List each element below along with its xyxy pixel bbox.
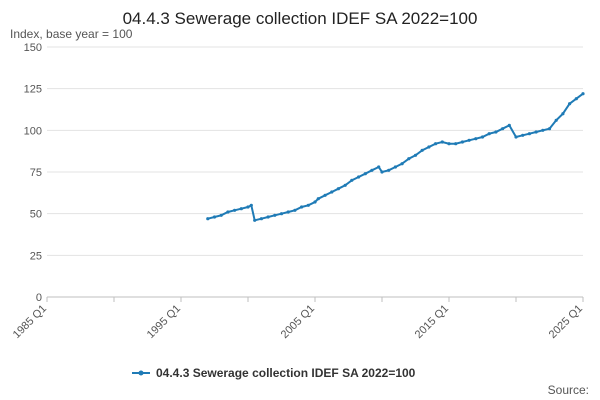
data-point[interactable] [581, 92, 585, 96]
data-point[interactable] [249, 203, 253, 207]
data-point[interactable] [527, 132, 532, 136]
data-point[interactable] [534, 130, 538, 134]
x-tick-label: 2005 Q1 [279, 303, 317, 341]
data-point[interactable] [350, 178, 354, 182]
y-tick-label: 50 [30, 209, 42, 221]
y-axis-label: Index, base year = 100 [10, 27, 133, 41]
data-point[interactable] [206, 217, 210, 221]
data-point[interactable] [541, 128, 545, 132]
legend-label: 04.4.3 Sewerage collection IDEF SA 2022=… [156, 366, 416, 380]
data-point[interactable] [554, 118, 558, 122]
data-point[interactable] [387, 168, 391, 172]
data-point[interactable] [212, 215, 217, 219]
data-point[interactable] [434, 142, 438, 146]
data-point[interactable] [460, 140, 464, 144]
data-point[interactable] [323, 193, 327, 197]
data-point[interactable] [377, 165, 381, 169]
legend-dot-marker [138, 370, 144, 376]
x-tick-label: 2025 Q1 [547, 303, 585, 341]
data-point[interactable] [226, 210, 230, 214]
y-tick-label: 125 [24, 84, 42, 96]
gridlines [46, 46, 584, 302]
data-point[interactable] [306, 203, 310, 207]
data-point[interactable] [447, 142, 451, 146]
source-label: Source: [548, 383, 589, 397]
data-point[interactable] [313, 200, 317, 204]
y-tick-label: 25 [30, 250, 42, 262]
data-point[interactable] [547, 127, 552, 131]
y-tick-label: 150 [24, 42, 42, 54]
data-point[interactable] [400, 162, 404, 166]
data-point[interactable] [407, 157, 411, 161]
data-point[interactable] [440, 140, 444, 144]
data-point[interactable] [514, 135, 518, 139]
x-tick-label: 1985 Q1 [11, 303, 49, 341]
data-point[interactable] [454, 142, 458, 146]
y-tick-label: 100 [24, 125, 42, 137]
data-point[interactable] [273, 213, 277, 217]
data-point[interactable] [363, 172, 367, 176]
data-point[interactable] [521, 133, 525, 137]
chart-title: 04.4.3 Sewerage collection IDEF SA 2022=… [123, 9, 478, 28]
data-point[interactable] [300, 205, 304, 209]
data-point[interactable] [246, 205, 250, 209]
data-point[interactable] [253, 218, 257, 222]
y-axis-ticks: 0 25 50 75 100 125 150 [24, 42, 42, 304]
data-point[interactable] [474, 137, 478, 141]
y-tick-label: 0 [36, 292, 42, 304]
data-point[interactable] [507, 123, 511, 127]
data-point[interactable] [380, 170, 384, 174]
data-point[interactable] [219, 213, 223, 217]
data-point[interactable] [370, 168, 374, 172]
x-tick-label: 1995 Q1 [145, 303, 183, 341]
data-point[interactable] [266, 215, 270, 219]
series-points [206, 92, 585, 222]
data-point[interactable] [336, 187, 340, 191]
data-point[interactable] [413, 153, 418, 157]
data-point[interactable] [293, 208, 297, 212]
data-point[interactable] [233, 208, 237, 212]
data-point[interactable] [494, 130, 498, 134]
x-axis-ticks: 1985 Q1 1995 Q1 2005 Q1 2015 Q1 2025 Q1 [11, 303, 585, 341]
data-point[interactable] [501, 127, 505, 131]
data-point[interactable] [259, 217, 263, 221]
data-point[interactable] [487, 132, 491, 136]
series-line [207, 92, 584, 222]
data-point[interactable] [316, 197, 320, 201]
data-point[interactable] [467, 138, 471, 142]
legend[interactable]: 04.4.3 Sewerage collection IDEF SA 2022=… [132, 366, 416, 380]
data-point[interactable] [239, 207, 243, 211]
data-point[interactable] [561, 112, 565, 116]
data-point[interactable] [330, 190, 334, 194]
data-point[interactable] [343, 183, 347, 187]
data-point[interactable] [480, 135, 485, 139]
y-tick-label: 75 [30, 167, 42, 179]
data-point[interactable] [393, 165, 397, 169]
x-tick-label: 2015 Q1 [413, 303, 451, 341]
data-point[interactable] [568, 102, 572, 106]
data-point[interactable] [357, 175, 361, 179]
data-point[interactable] [427, 145, 431, 149]
data-point[interactable] [420, 148, 424, 152]
data-point[interactable] [279, 212, 284, 216]
data-point[interactable] [286, 210, 290, 214]
data-point[interactable] [574, 97, 578, 101]
